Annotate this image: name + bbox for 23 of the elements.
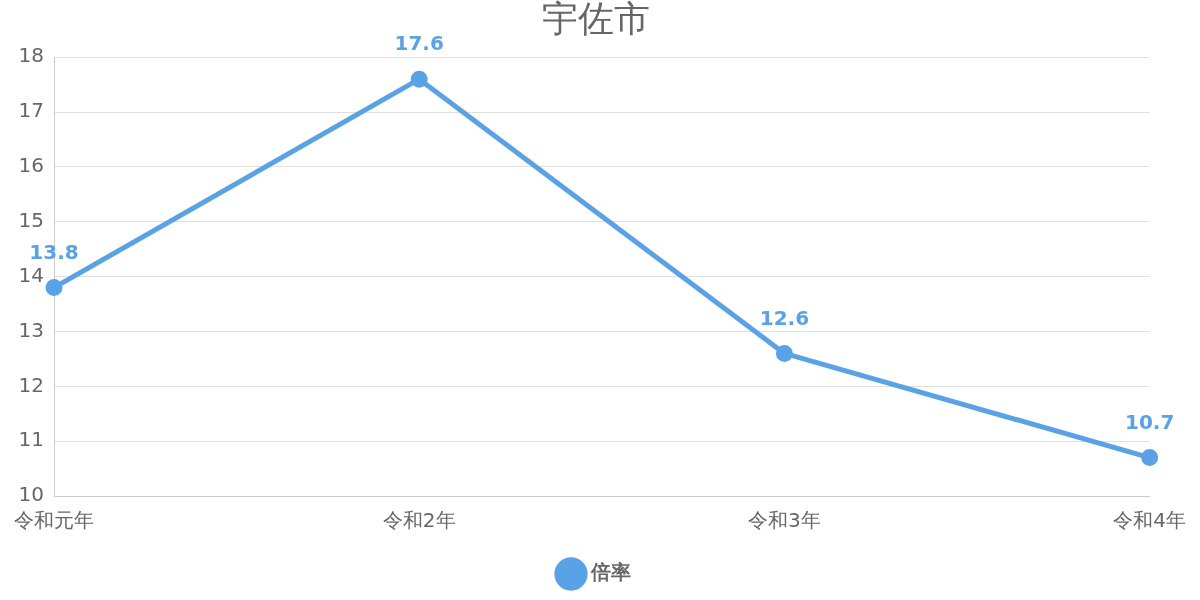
chart-title: 宇佐市 xyxy=(542,0,650,39)
y-tick-label: 15 xyxy=(18,207,44,232)
x-tick-label: 令和2年 xyxy=(382,508,456,533)
point xyxy=(775,344,793,362)
y-tick-label: 14 xyxy=(18,262,44,287)
point xyxy=(45,279,63,297)
data-label: 10.7 xyxy=(1124,409,1175,434)
point xyxy=(1141,449,1159,467)
y-tick-label: 18 xyxy=(18,43,44,68)
data-label: 13.8 xyxy=(29,239,79,264)
data-label: 17.6 xyxy=(394,31,444,56)
x-tick-label: 令和元年 xyxy=(14,508,94,533)
x-tick-label: 令和3年 xyxy=(748,508,821,533)
y-tick-label: 16 xyxy=(18,153,44,178)
y-tick-label: 13 xyxy=(18,317,44,342)
y-tick-label: 12 xyxy=(18,372,44,397)
data-label: 12.6 xyxy=(759,305,810,330)
x-tick-label: 令和4年 xyxy=(1113,508,1186,533)
point xyxy=(410,70,428,88)
y-tick-label: 10 xyxy=(18,482,44,507)
legend-label: 倍率 xyxy=(590,560,631,585)
y-tick-label: 17 xyxy=(18,98,44,123)
y-tick-label: 11 xyxy=(18,427,44,452)
